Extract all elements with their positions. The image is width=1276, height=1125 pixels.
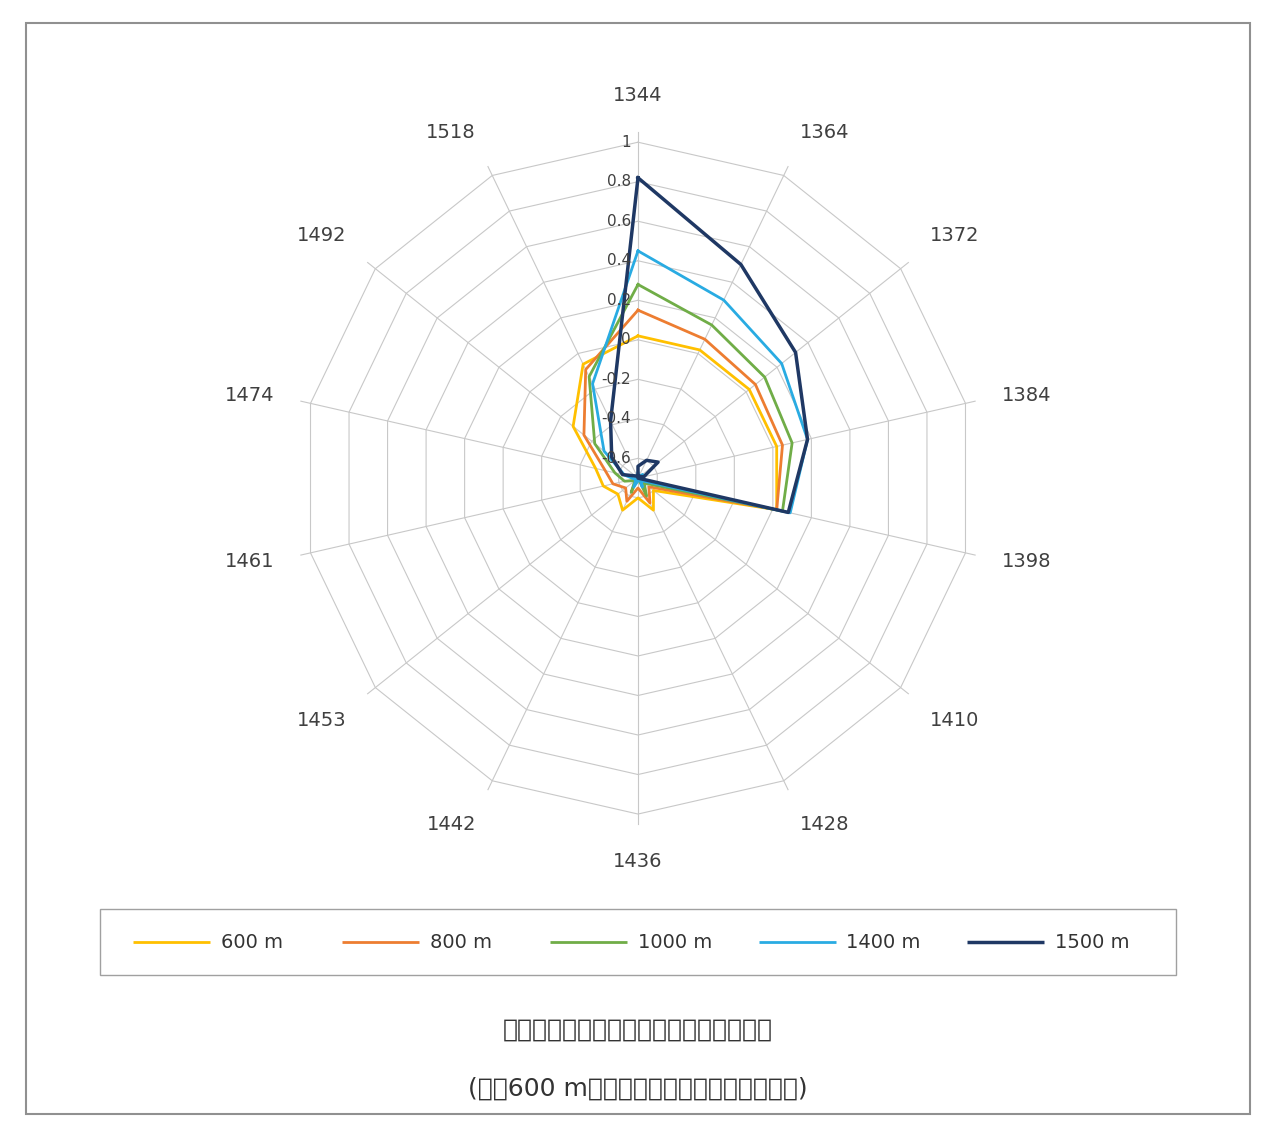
Text: 1436: 1436 <box>614 852 662 871</box>
Text: 600 m: 600 m <box>221 933 283 952</box>
Text: (深度600 mの海洋深層水をゼロとした場合): (深度600 mの海洋深層水をゼロとした場合) <box>468 1077 808 1100</box>
Text: 1442: 1442 <box>426 814 476 834</box>
Text: 1410: 1410 <box>930 711 980 730</box>
Text: 1492: 1492 <box>296 226 346 245</box>
Text: 1518: 1518 <box>426 123 476 142</box>
Text: -0.4: -0.4 <box>601 412 632 426</box>
Text: 800 m: 800 m <box>430 933 491 952</box>
Text: 1453: 1453 <box>296 711 346 730</box>
Text: 1: 1 <box>621 135 632 150</box>
Text: 1400 m: 1400 m <box>846 933 921 952</box>
Text: 1000 m: 1000 m <box>638 933 712 952</box>
Text: 0.4: 0.4 <box>607 253 632 268</box>
Text: 0: 0 <box>621 332 632 348</box>
Text: 0.8: 0.8 <box>607 174 632 189</box>
Text: -0.6: -0.6 <box>601 451 632 466</box>
Text: -0.2: -0.2 <box>601 372 632 387</box>
Text: 1398: 1398 <box>1002 551 1051 570</box>
Text: 1500 m: 1500 m <box>1055 933 1129 952</box>
Text: 1344: 1344 <box>614 86 662 105</box>
Text: 1428: 1428 <box>800 814 850 834</box>
Text: 様々な深度の海洋深層水のアクアグラム: 様々な深度の海洋深層水のアクアグラム <box>503 1018 773 1042</box>
Text: 1364: 1364 <box>800 123 850 142</box>
Text: 1372: 1372 <box>930 226 980 245</box>
Text: 0.2: 0.2 <box>607 292 632 308</box>
Text: 1461: 1461 <box>225 551 274 570</box>
Text: 1474: 1474 <box>225 386 274 405</box>
Text: 1384: 1384 <box>1002 386 1051 405</box>
Text: 0.6: 0.6 <box>607 214 632 228</box>
